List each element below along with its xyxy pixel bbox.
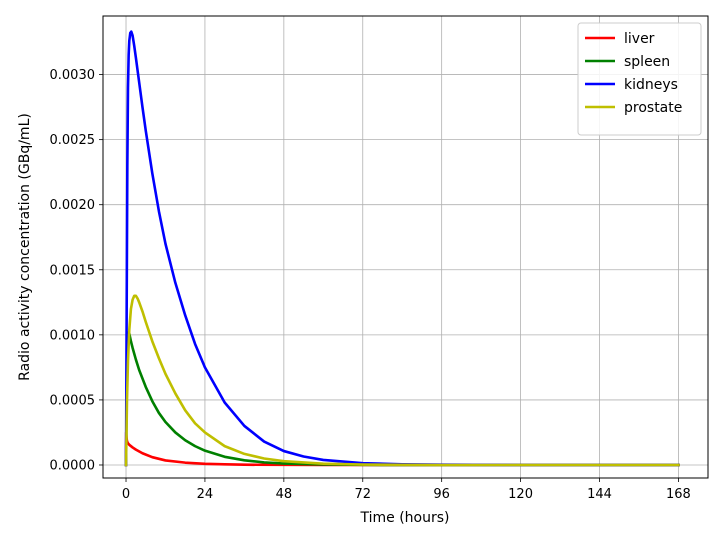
x-tick-label: 72 [354, 487, 371, 502]
series-line-kidneys [124, 30, 680, 467]
y-axis-label: Radio activity concentration (GBq/mL) [17, 113, 33, 381]
x-axis-label: Time (hours) [360, 510, 450, 526]
x-tick-label: 24 [197, 487, 214, 502]
x-tick-label: 48 [276, 487, 293, 502]
x-tick-label: 168 [666, 487, 691, 502]
x-axis-ticks: 0 24 48 72 96 120 144 168 [122, 478, 691, 502]
x-tick-label: 0 [122, 487, 130, 502]
series-lines [124, 30, 680, 467]
x-tick-label: 144 [587, 487, 612, 502]
y-tick-label: 0.0015 [50, 263, 96, 278]
plot-frame [102, 15, 709, 479]
y-tick-label: 0.0030 [50, 68, 96, 83]
y-tick-label: 0.0000 [50, 458, 96, 473]
grid [103, 16, 708, 478]
legend-label-kidneys: kidneys [624, 77, 678, 93]
y-tick-label: 0.0025 [50, 133, 96, 148]
y-tick-label: 0.0010 [50, 328, 96, 343]
y-axis-ticks: 0.0000 0.0005 0.0010 0.0015 0.0020 0.0025 0.00… [50, 68, 103, 473]
legend: liver spleen kidneys prostate [577, 22, 702, 136]
series-line-prostate [124, 294, 680, 467]
legend-label-spleen: spleen [624, 54, 670, 70]
y-tick-label: 0.0020 [50, 198, 96, 213]
x-tick-label: 96 [433, 487, 450, 502]
y-tick-label: 0.0005 [50, 393, 96, 408]
legend-label-prostate: prostate [624, 100, 682, 116]
legend-label-liver: liver [624, 31, 655, 47]
x-tick-label: 120 [508, 487, 533, 502]
